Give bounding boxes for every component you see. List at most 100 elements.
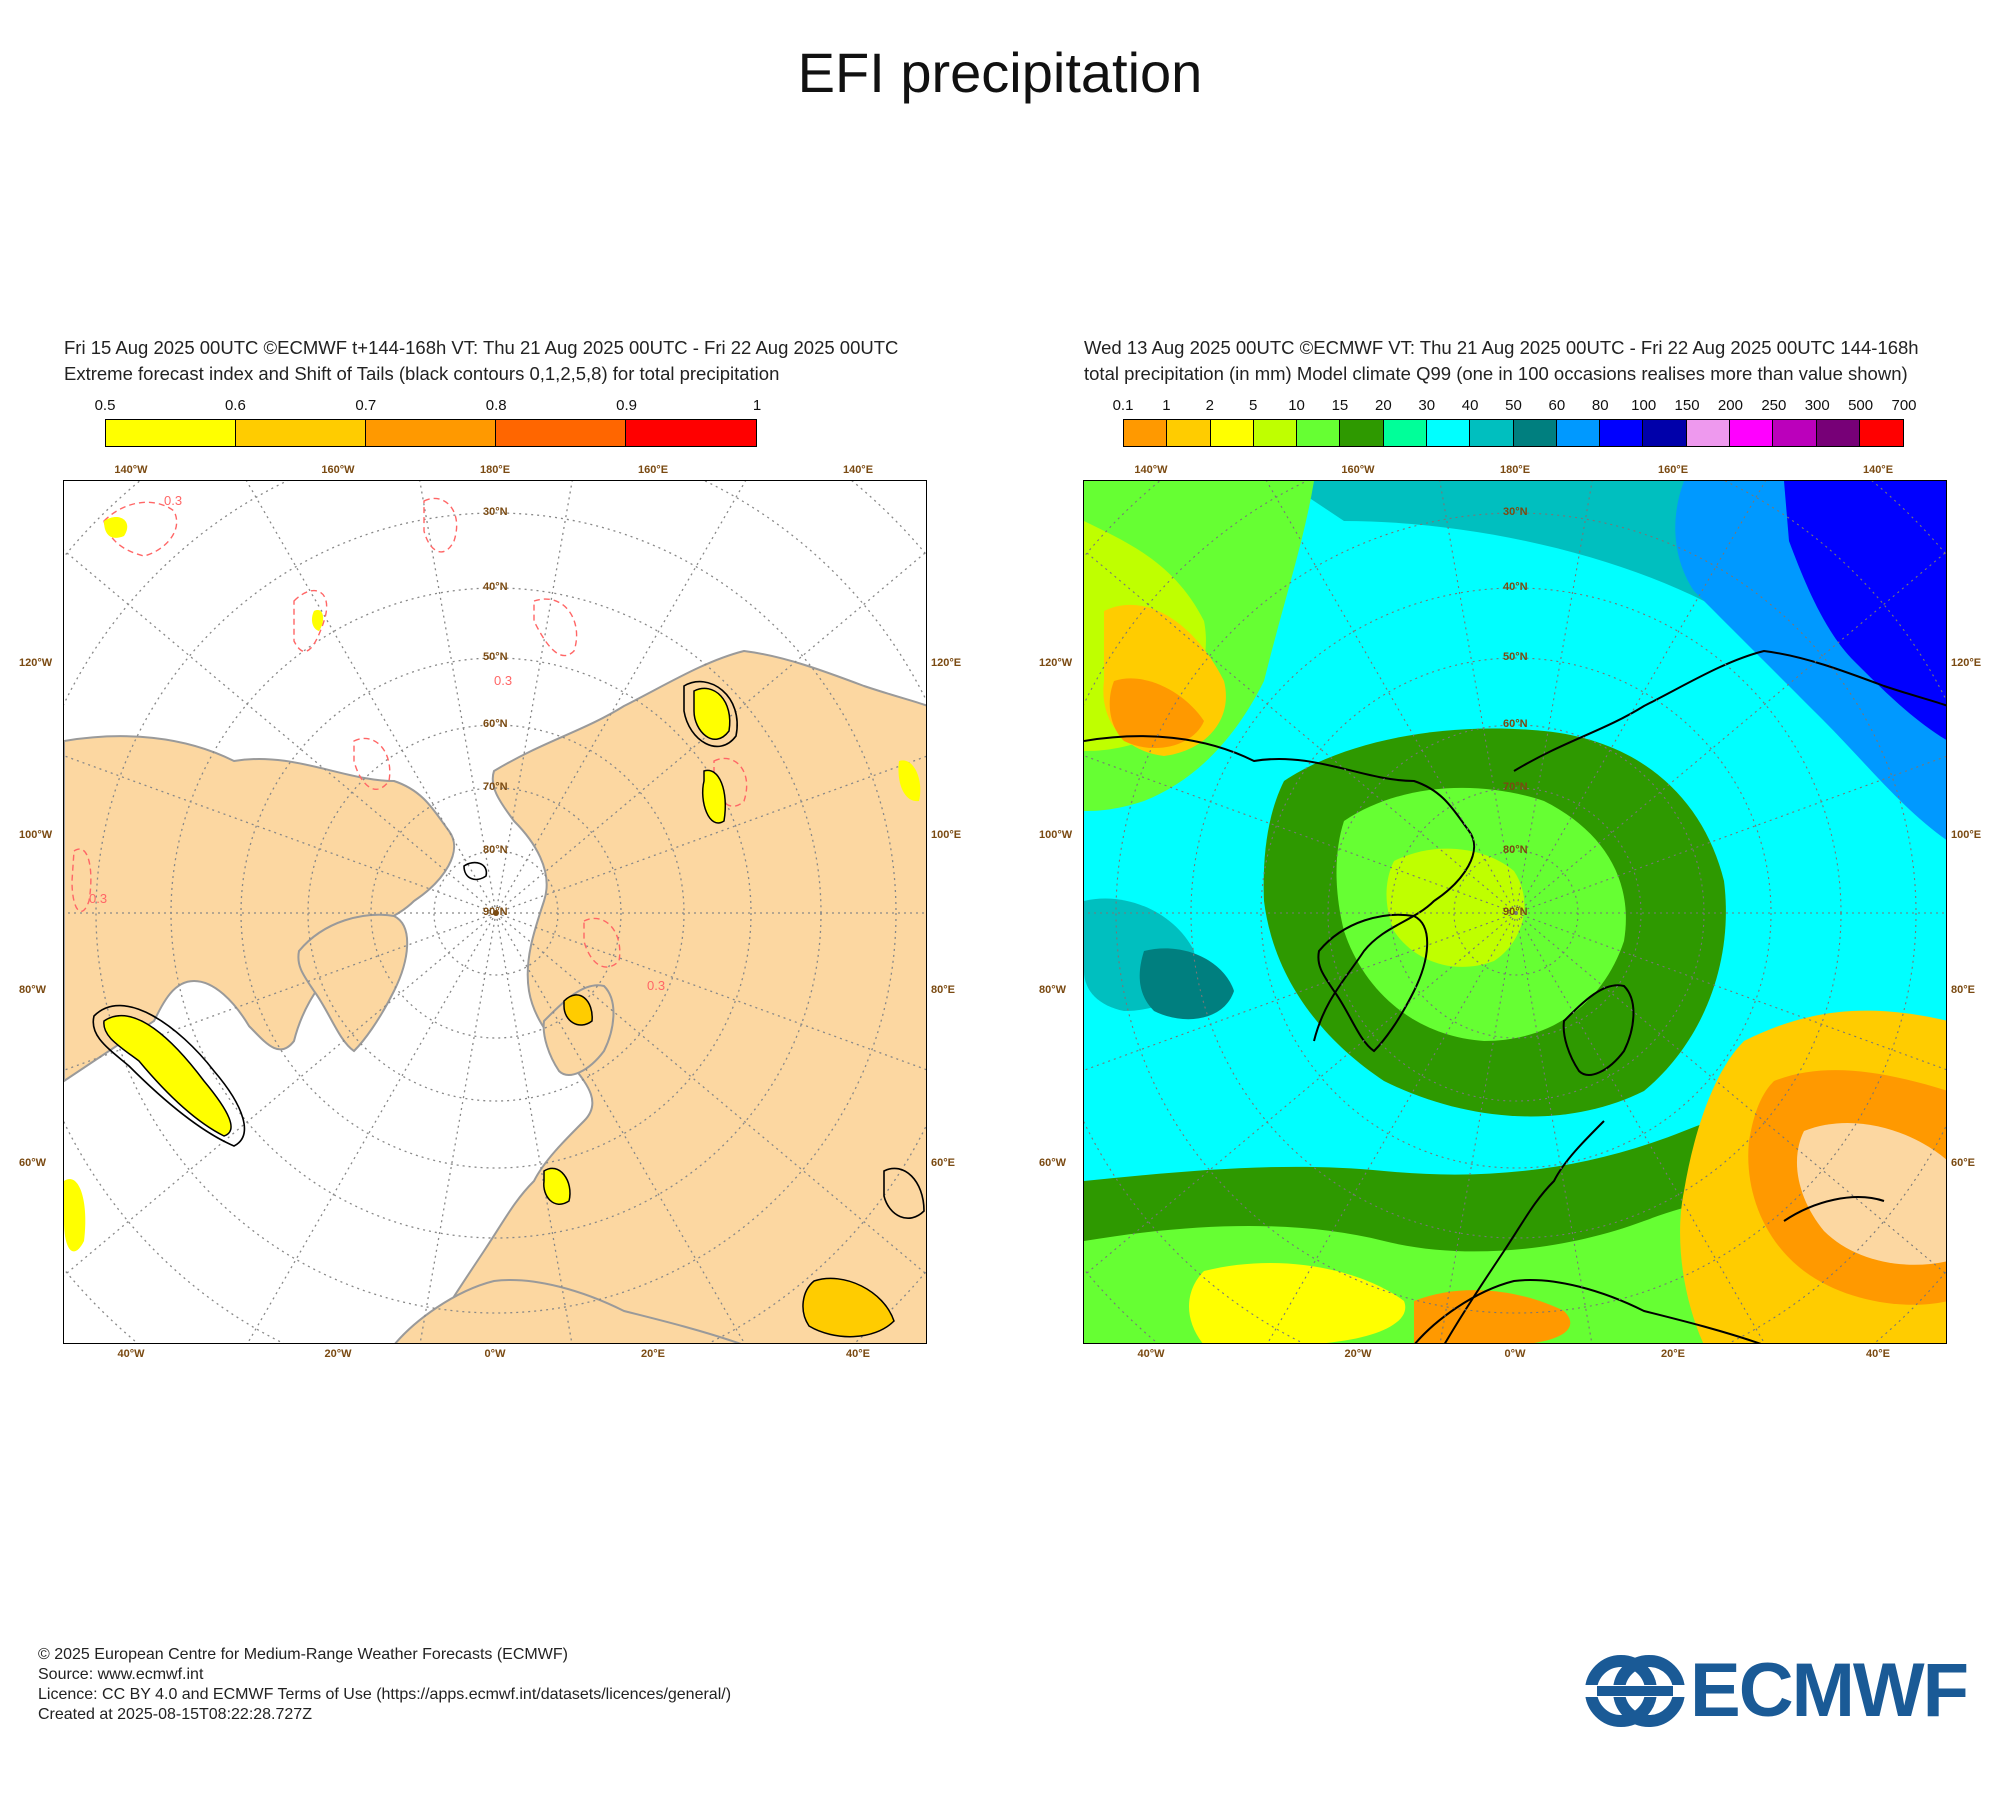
- precip-panel-header: Wed 13 Aug 2025 00UTC ©ECMWF VT: Thu 21 …: [1084, 337, 1919, 358]
- efi-legend-ticks: 0.5 0.6 0.7 0.8 0.9 1: [95, 397, 762, 417]
- latitude-label: 80°N: [1503, 844, 1528, 856]
- latitude-label: 70°N: [483, 781, 508, 793]
- bottom-longitude-label: 20°E: [1661, 1348, 1685, 1360]
- precip-legend-ticks: 0.1 1 2 5 10 15 20 30 40 50 60 80 100 150 200 250 300 500…: [1113, 397, 1917, 417]
- efi-panel-description: Extreme forecast index and Shift of Tail…: [64, 363, 780, 384]
- latitude-label: 90°N: [483, 906, 508, 918]
- left-longitude-label: 120°W: [1039, 657, 1073, 669]
- right-longitude-label: 60°E: [1951, 1157, 1975, 1169]
- meridian-line: [64, 912, 497, 1071]
- ecmwf-logo: ECMWF: [1585, 1648, 1969, 1733]
- right-longitude-label: 80°E: [931, 984, 955, 996]
- latitude-label: 50°N: [1503, 651, 1528, 663]
- north-pole-marker: [493, 910, 499, 916]
- efi-map-panel: Fri 15 Aug 2025 00UTC ©ECMWF t+144-168h …: [19, 335, 962, 1360]
- legend-tick-label: 15: [1331, 397, 1349, 414]
- legend-tick-label: 150: [1674, 397, 1700, 414]
- legend-tick-label: 200: [1717, 397, 1743, 414]
- top-longitude-label: 140°W: [114, 464, 148, 476]
- bottom-longitude-label: 0°W: [484, 1348, 506, 1360]
- latitude-label: 60°N: [1503, 718, 1528, 730]
- precip-map[interactable]: [1083, 480, 1947, 1344]
- efi-contour-label: 0.3: [89, 891, 108, 906]
- latitude-label: 80°N: [483, 844, 508, 856]
- right-longitude-label: 100°E: [1951, 829, 1982, 841]
- legend-tick-label: 80: [1591, 397, 1609, 414]
- latitude-label: 70°N: [1503, 781, 1528, 793]
- left-longitude-label: 60°W: [19, 1157, 47, 1169]
- latitude-label: 40°N: [483, 581, 508, 593]
- meridian-line: [495, 481, 573, 914]
- top-longitude-label: 160°W: [1341, 464, 1375, 476]
- legend-swatch: [1816, 420, 1860, 446]
- bottom-longitude-label: 20°W: [1344, 1348, 1372, 1360]
- meridian-line: [1515, 481, 1593, 914]
- latitude-circle: [240, 657, 752, 1169]
- legend-swatch: [1600, 420, 1644, 446]
- latitude-label: 30°N: [1503, 506, 1528, 518]
- precip-shading: [1084, 481, 1946, 1343]
- left-longitude-label: 100°W: [19, 829, 53, 841]
- bottom-longitude-label: 40°E: [846, 1348, 870, 1360]
- right-longitude-label: 80°E: [1951, 984, 1975, 996]
- latitude-circle: [1260, 657, 1772, 1169]
- copyright-text: © 2025 European Centre for Medium-Range …: [38, 1646, 568, 1663]
- legend-swatch: [1340, 420, 1384, 446]
- meridian-line: [64, 755, 497, 914]
- legend-tick-label: 40: [1461, 397, 1479, 414]
- legend-tick-label: 300: [1804, 397, 1830, 414]
- meridian-line: [1515, 912, 1765, 1343]
- meridian-line: [1515, 755, 1946, 914]
- legend-swatch: [1470, 420, 1514, 446]
- top-longitude-label: 140°E: [842, 464, 874, 476]
- legend-tick-label: 10: [1288, 397, 1305, 414]
- legend-tick-label: 700: [1891, 397, 1917, 414]
- top-longitude-label: 160°E: [1657, 464, 1689, 476]
- efi-map[interactable]: 0.3 0.3 0.3 0.3: [63, 480, 927, 1344]
- latitude-label: 30°N: [483, 506, 508, 518]
- latitude-label: 40°N: [1503, 581, 1528, 593]
- efi-legend-bar: [105, 419, 757, 447]
- top-longitude-label: 140°W: [1134, 464, 1168, 476]
- latitude-label: 50°N: [483, 651, 508, 663]
- ecmwf-logo-icon: [1585, 1655, 1685, 1727]
- efi-contour-label: 0.3: [647, 978, 666, 993]
- legend-swatch: [1859, 420, 1904, 446]
- legend-swatch: [366, 420, 496, 446]
- legend-swatch: [626, 420, 756, 446]
- right-longitude-label: 100°E: [931, 829, 962, 841]
- legend-tick-label: 60: [1548, 397, 1566, 414]
- legend-swatch: [106, 420, 236, 446]
- page-title: EFI precipitation: [797, 41, 1203, 104]
- meridian-line: [495, 912, 926, 1275]
- legend-swatch: [1383, 420, 1427, 446]
- legend-tick-label: 0.7: [355, 397, 377, 414]
- meridian-line: [495, 912, 573, 1343]
- legend-tick-label: 20: [1374, 397, 1392, 414]
- latitude-label: 60°N: [483, 718, 508, 730]
- top-longitude-label: 160°W: [321, 464, 355, 476]
- precip-legend-bar: [1123, 419, 1904, 447]
- ecmwf-logo-text: ECMWF: [1690, 1648, 1969, 1733]
- meridian-line: [246, 912, 497, 1343]
- top-longitude-label: 180°E: [1499, 464, 1531, 476]
- right-longitude-label: 60°E: [931, 1157, 955, 1169]
- source-text: Source: www.ecmwf.int: [38, 1666, 204, 1683]
- sot-contours: [92, 680, 925, 1220]
- meridian-line: [419, 481, 497, 914]
- meridian-line: [495, 481, 747, 914]
- efi-contour-label: 0.3: [164, 493, 183, 508]
- top-longitude-label: 180°E: [479, 464, 511, 476]
- coastlines: [1084, 649, 1946, 1343]
- legend-tick-label: 100: [1631, 397, 1657, 414]
- legend-swatch: [1426, 420, 1471, 446]
- legend-swatch: [1124, 420, 1168, 446]
- top-longitude-label: 160°E: [637, 464, 669, 476]
- legend-tick-label: 0.6: [224, 397, 246, 414]
- meridian-line: [1515, 481, 1767, 914]
- top-longitude-label: 140°E: [1862, 464, 1894, 476]
- meridian-line: [495, 912, 926, 1071]
- legend-swatch: [1297, 420, 1341, 446]
- bottom-longitude-label: 20°E: [641, 1348, 665, 1360]
- legend-swatch: [1729, 420, 1774, 446]
